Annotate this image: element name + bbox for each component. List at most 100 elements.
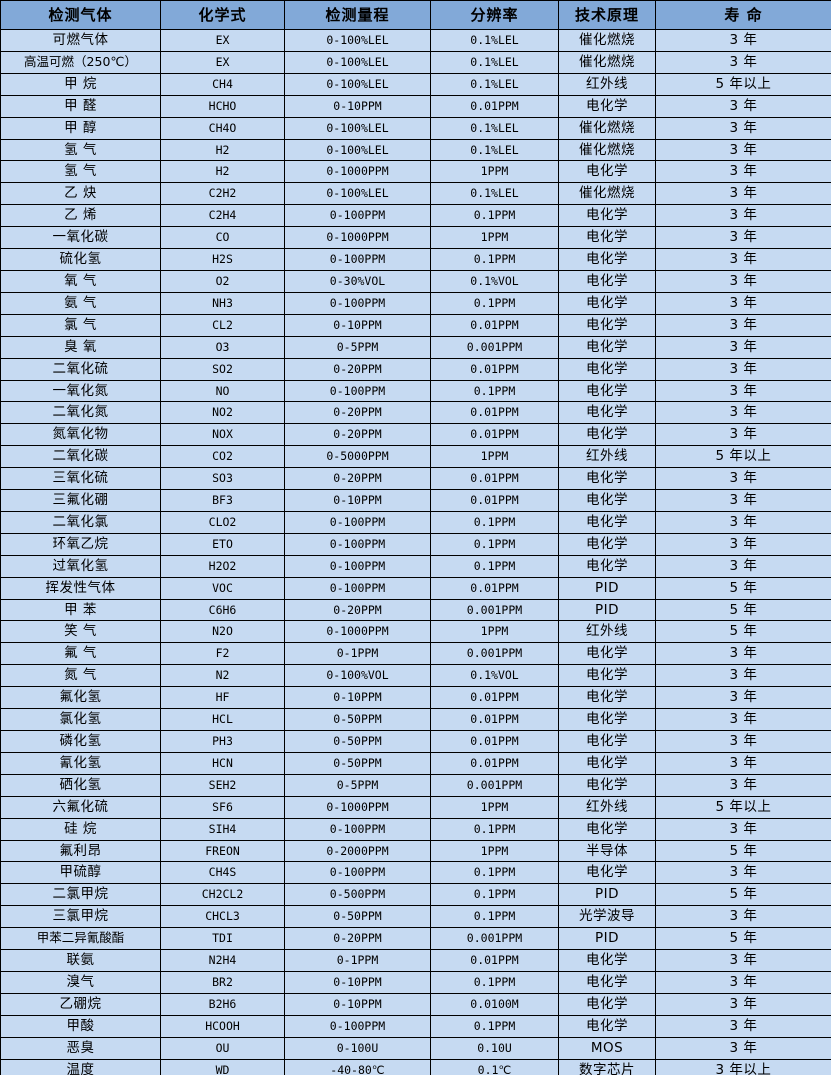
cell-resolution: 0.1PPM: [430, 291, 559, 315]
cell-range: 0-10PPM: [284, 970, 431, 994]
cell-life: 3 年: [655, 138, 831, 162]
column-header-formula[interactable]: 化学式: [160, 0, 285, 30]
cell-principle: 催化燃烧: [558, 116, 656, 140]
cell-principle: 电化学: [558, 269, 656, 293]
column-header-life[interactable]: 寿 命: [655, 0, 831, 30]
cell-principle: 电化学: [558, 423, 656, 447]
table-row: 氧 气 O2 0-30%VOL 0.1%VOL 电化学 3 年: [0, 269, 831, 293]
table-row: 硒化氢 SEH2 0-5PPM 0.001PPM 电化学 3 年: [0, 773, 831, 797]
cell-range: 0-100%LEL: [284, 182, 431, 206]
table-row: 臭 氧 O3 0-5PPM 0.001PPM 电化学 3 年: [0, 335, 831, 359]
cell-range: 0-1000PPM: [284, 226, 431, 250]
cell-life: 3 年: [655, 313, 831, 337]
cell-life: 3 年: [655, 182, 831, 206]
cell-range: 0-100PPM: [284, 204, 431, 228]
cell-gas: 氧 气: [0, 269, 161, 293]
cell-gas: 氨 气: [0, 291, 161, 315]
column-header-gas[interactable]: 检测气体: [0, 0, 161, 30]
cell-gas: 甲 烷: [0, 72, 161, 96]
cell-principle: 电化学: [558, 861, 656, 885]
cell-range: 0-100%LEL: [284, 116, 431, 140]
column-header-principle[interactable]: 技术原理: [558, 0, 656, 30]
cell-principle: 电化学: [558, 489, 656, 512]
table-row: 硅 烷 SIH4 0-100PPM 0.1PPM 电化学 3 年: [0, 817, 831, 841]
cell-range: 0-1000PPM: [284, 795, 431, 819]
column-header-resolution[interactable]: 分辨率: [430, 0, 559, 30]
cell-resolution: 0.01PPM: [430, 489, 559, 512]
cell-life: 3 年: [655, 357, 831, 381]
cell-formula: HCOOH: [160, 1014, 285, 1038]
cell-principle: 电化学: [558, 708, 656, 731]
cell-life: 3 年: [655, 467, 831, 491]
cell-resolution: 0.001PPM: [430, 335, 559, 359]
cell-formula: NOX: [160, 423, 285, 447]
table-row: 二氧化氮 NO2 0-20PPM 0.01PPM 电化学 3 年: [0, 401, 831, 425]
cell-resolution: 0.0100M: [430, 992, 559, 1016]
cell-principle: 电化学: [558, 642, 656, 666]
cell-principle: 电化学: [558, 817, 656, 841]
cell-gas: 氟 气: [0, 642, 161, 666]
cell-gas: 环氧乙烷: [0, 532, 161, 556]
table-header-row: 检测气体 化学式 检测量程 分辨率 技术原理寿 命: [0, 0, 831, 30]
cell-life: 3 年: [655, 686, 831, 710]
cell-range: 0-100PPM: [284, 576, 431, 600]
cell-life: 3 年: [655, 773, 831, 797]
cell-resolution: 0.01PPM: [430, 949, 559, 972]
cell-resolution: 0.1%LEL: [430, 72, 559, 96]
cell-formula: CL2: [160, 313, 285, 337]
cell-resolution: 0.1%VOL: [430, 269, 559, 293]
cell-resolution: 0.01PPM: [430, 467, 559, 491]
cell-gas: 氯 气: [0, 313, 161, 337]
cell-principle: 电化学: [558, 379, 656, 403]
cell-gas: 氰化氢: [0, 751, 161, 775]
cell-life: 3 年: [655, 269, 831, 293]
cell-range: 0-10PPM: [284, 686, 431, 710]
cell-formula: NH3: [160, 291, 285, 315]
cell-formula: H2O2: [160, 554, 285, 578]
cell-resolution: 0.1PPM: [430, 532, 559, 556]
cell-principle: 电化学: [558, 730, 656, 753]
table-row: 二氧化氯 CLO2 0-100PPM 0.1PPM 电化学 3 年: [0, 510, 831, 534]
cell-range: 0-50PPM: [284, 905, 431, 929]
cell-range: 0-20PPM: [284, 598, 431, 622]
cell-formula: TDI: [160, 927, 285, 951]
cell-life: 3 年: [655, 642, 831, 666]
table-row: 氢 气 H2 0-1000PPM 1PPM 电化学 3 年: [0, 160, 831, 184]
cell-formula: SO2: [160, 357, 285, 381]
cell-formula: NO2: [160, 401, 285, 425]
cell-formula: BR2: [160, 970, 285, 994]
cell-principle: 电化学: [558, 554, 656, 578]
table-row: 氰化氢 HCN 0-50PPM 0.01PPM 电化学 3 年: [0, 751, 831, 775]
cell-resolution: 0.001PPM: [430, 642, 559, 666]
cell-resolution: 0.1PPM: [430, 905, 559, 929]
cell-life: 5 年: [655, 883, 831, 907]
cell-principle: PID: [558, 927, 656, 951]
cell-principle: 光学波导: [558, 905, 656, 929]
cell-resolution: 0.01PPM: [430, 401, 559, 425]
cell-resolution: 0.01PPM: [430, 423, 559, 447]
cell-resolution: 0.1PPM: [430, 554, 559, 578]
cell-formula: B2H6: [160, 992, 285, 1016]
table-row: 氟 气 F2 0-1PPM 0.001PPM 电化学 3 年: [0, 642, 831, 666]
cell-formula: HCN: [160, 751, 285, 775]
cell-range: 0-1000PPM: [284, 620, 431, 644]
cell-formula: SEH2: [160, 773, 285, 797]
cell-principle: 红外线: [558, 795, 656, 819]
cell-life: 5 年: [655, 576, 831, 600]
cell-gas: 硫化氢: [0, 248, 161, 271]
cell-gas: 乙 烯: [0, 204, 161, 228]
cell-gas: 高温可燃（250℃）: [0, 50, 161, 74]
cell-life: 5 年以上: [655, 445, 831, 469]
cell-principle: 红外线: [558, 445, 656, 469]
table-row: 甲酸 HCOOH 0-100PPM 0.1PPM 电化学 3 年: [0, 1014, 831, 1038]
cell-resolution: 0.1PPM: [430, 861, 559, 885]
cell-gas: 磷化氢: [0, 730, 161, 753]
column-header-range[interactable]: 检测量程: [284, 0, 431, 30]
cell-life: 3 年: [655, 29, 831, 52]
cell-range: 0-20PPM: [284, 401, 431, 425]
cell-principle: 电化学: [558, 226, 656, 250]
cell-range: 0-50PPM: [284, 730, 431, 753]
cell-range: 0-100%LEL: [284, 72, 431, 96]
cell-gas: 氟利昂: [0, 839, 161, 863]
cell-range: 0-100PPM: [284, 861, 431, 885]
